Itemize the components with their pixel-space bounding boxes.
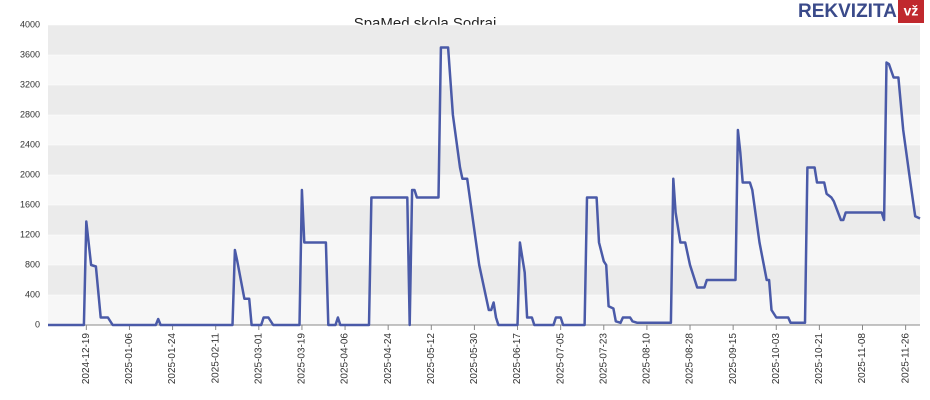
x-tick-label: 2025-10-21 <box>814 333 825 385</box>
grid-band <box>48 25 920 55</box>
x-tick-label: 2025-05-30 <box>469 333 480 385</box>
x-tick-label: 2025-05-12 <box>426 333 437 385</box>
y-tick-label: 3200 <box>20 79 40 89</box>
x-tick-label: 2025-11-08 <box>857 333 868 384</box>
x-tick-label: 2025-01-24 <box>167 333 178 385</box>
grid-band <box>48 205 920 235</box>
logo: REKVIZITAI <box>798 1 902 22</box>
x-tick-label: 2025-07-05 <box>555 333 566 385</box>
y-tick-label: 2800 <box>20 109 40 119</box>
x-tick-label: 2025-10-03 <box>771 333 782 385</box>
y-tick-label: 3600 <box>20 49 40 59</box>
grid-band <box>48 55 920 85</box>
x-tick-label: 2025-04-06 <box>340 333 351 385</box>
line-series <box>48 46 921 327</box>
logo-badge: vž <box>904 3 919 19</box>
y-tick-label: 2400 <box>20 139 40 149</box>
x-tick-label: 2025-11-26 <box>900 333 911 384</box>
x-tick-label: 2024-12-19 <box>81 333 92 385</box>
grid-band <box>48 115 920 145</box>
y-tick-label: 800 <box>25 259 40 269</box>
x-tick-label: 2025-07-23 <box>598 333 609 385</box>
grid-band <box>48 235 920 265</box>
grid-band <box>48 145 920 175</box>
x-tick-label: 2025-03-19 <box>297 333 308 385</box>
x-tick-label: 2025-08-10 <box>642 333 653 385</box>
plot-background <box>48 25 920 325</box>
grid-band <box>48 175 920 205</box>
grid-band <box>48 295 920 325</box>
y-tick-label: 1200 <box>20 229 40 239</box>
x-tick-label: 2025-02-11 <box>210 333 221 384</box>
y-tick-label: 4000 <box>20 19 40 29</box>
y-tick-label: 0 <box>35 319 40 329</box>
y-tick-label: 2000 <box>20 169 40 179</box>
x-tick-label: 2025-08-28 <box>685 333 696 385</box>
y-tick-label: 1600 <box>20 199 40 209</box>
logo-badge-bg <box>898 0 924 23</box>
x-tick-label: 2025-09-15 <box>728 333 739 385</box>
y-tick-label: 400 <box>25 289 40 299</box>
x-tick-label: 2025-01-06 <box>124 333 135 385</box>
grid-band <box>48 85 920 115</box>
x-tick-label: 2025-06-17 <box>512 333 523 385</box>
x-tick-label: 2025-04-24 <box>383 333 394 385</box>
x-tick-label: 2025-03-01 <box>253 333 264 385</box>
